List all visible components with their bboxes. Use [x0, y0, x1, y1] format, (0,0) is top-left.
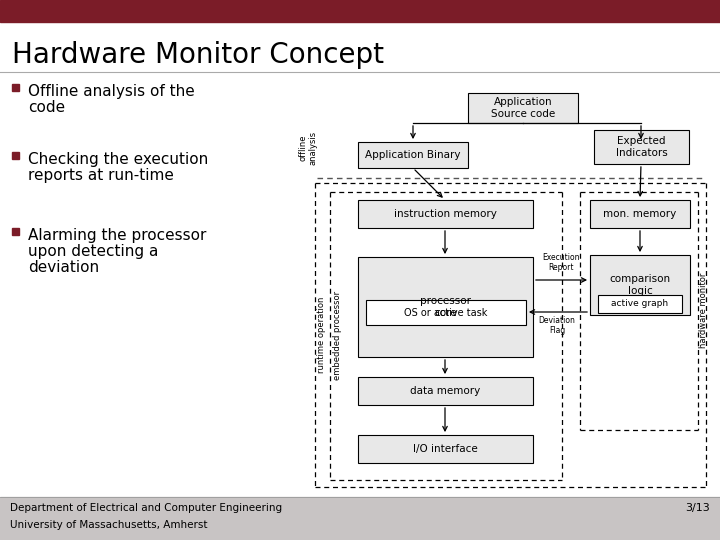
Text: Offline analysis of the: Offline analysis of the: [28, 84, 194, 99]
Text: University of Massachusetts, Amherst: University of Massachusetts, Amherst: [10, 520, 207, 530]
Text: deviation: deviation: [28, 260, 99, 275]
Bar: [0, 0, 720, 22]
Text: offline
analysis: offline analysis: [298, 131, 318, 165]
Bar: [358, 200, 533, 228]
Bar: [0, 497, 720, 540]
Text: Checking the execution: Checking the execution: [28, 152, 208, 167]
Bar: [12, 84, 19, 91]
Bar: [366, 300, 526, 325]
Text: Application
Source code: Application Source code: [491, 97, 555, 119]
Text: code: code: [28, 100, 65, 115]
Bar: [590, 255, 690, 315]
Text: I/O interface: I/O interface: [413, 444, 478, 454]
Text: Application Binary: Application Binary: [365, 150, 461, 160]
Text: Expected
Indicators: Expected Indicators: [616, 136, 667, 158]
Bar: [590, 200, 690, 228]
Text: instruction memory: instruction memory: [394, 209, 497, 219]
Text: Hardware Monitor Concept: Hardware Monitor Concept: [12, 41, 384, 69]
Bar: [468, 93, 578, 123]
Bar: [358, 142, 468, 168]
Text: processor
core: processor core: [420, 296, 471, 318]
Text: 3/13: 3/13: [685, 503, 710, 513]
Text: reports at run-time: reports at run-time: [28, 168, 174, 183]
Text: hardware monitor: hardware monitor: [698, 272, 708, 348]
Bar: [12, 228, 19, 235]
Text: mon. memory: mon. memory: [603, 209, 677, 219]
Bar: [12, 152, 19, 159]
Text: data memory: data memory: [410, 386, 481, 396]
Text: Deviation
Flag: Deviation Flag: [539, 316, 575, 335]
Text: upon detecting a: upon detecting a: [28, 244, 158, 259]
Bar: [358, 435, 533, 463]
Bar: [358, 377, 533, 405]
Bar: [358, 257, 533, 357]
Text: Execution
Report: Execution Report: [542, 253, 580, 272]
Text: comparison
logic: comparison logic: [609, 274, 670, 296]
Text: Department of Electrical and Computer Engineering: Department of Electrical and Computer En…: [10, 503, 282, 513]
Bar: [594, 130, 689, 164]
Text: OS or active task: OS or active task: [405, 307, 487, 318]
Text: embedded processor: embedded processor: [333, 291, 343, 380]
Text: Alarming the processor: Alarming the processor: [28, 228, 207, 243]
Text: active graph: active graph: [611, 300, 669, 308]
Bar: [598, 295, 682, 313]
Text: runtime operation: runtime operation: [318, 297, 326, 373]
